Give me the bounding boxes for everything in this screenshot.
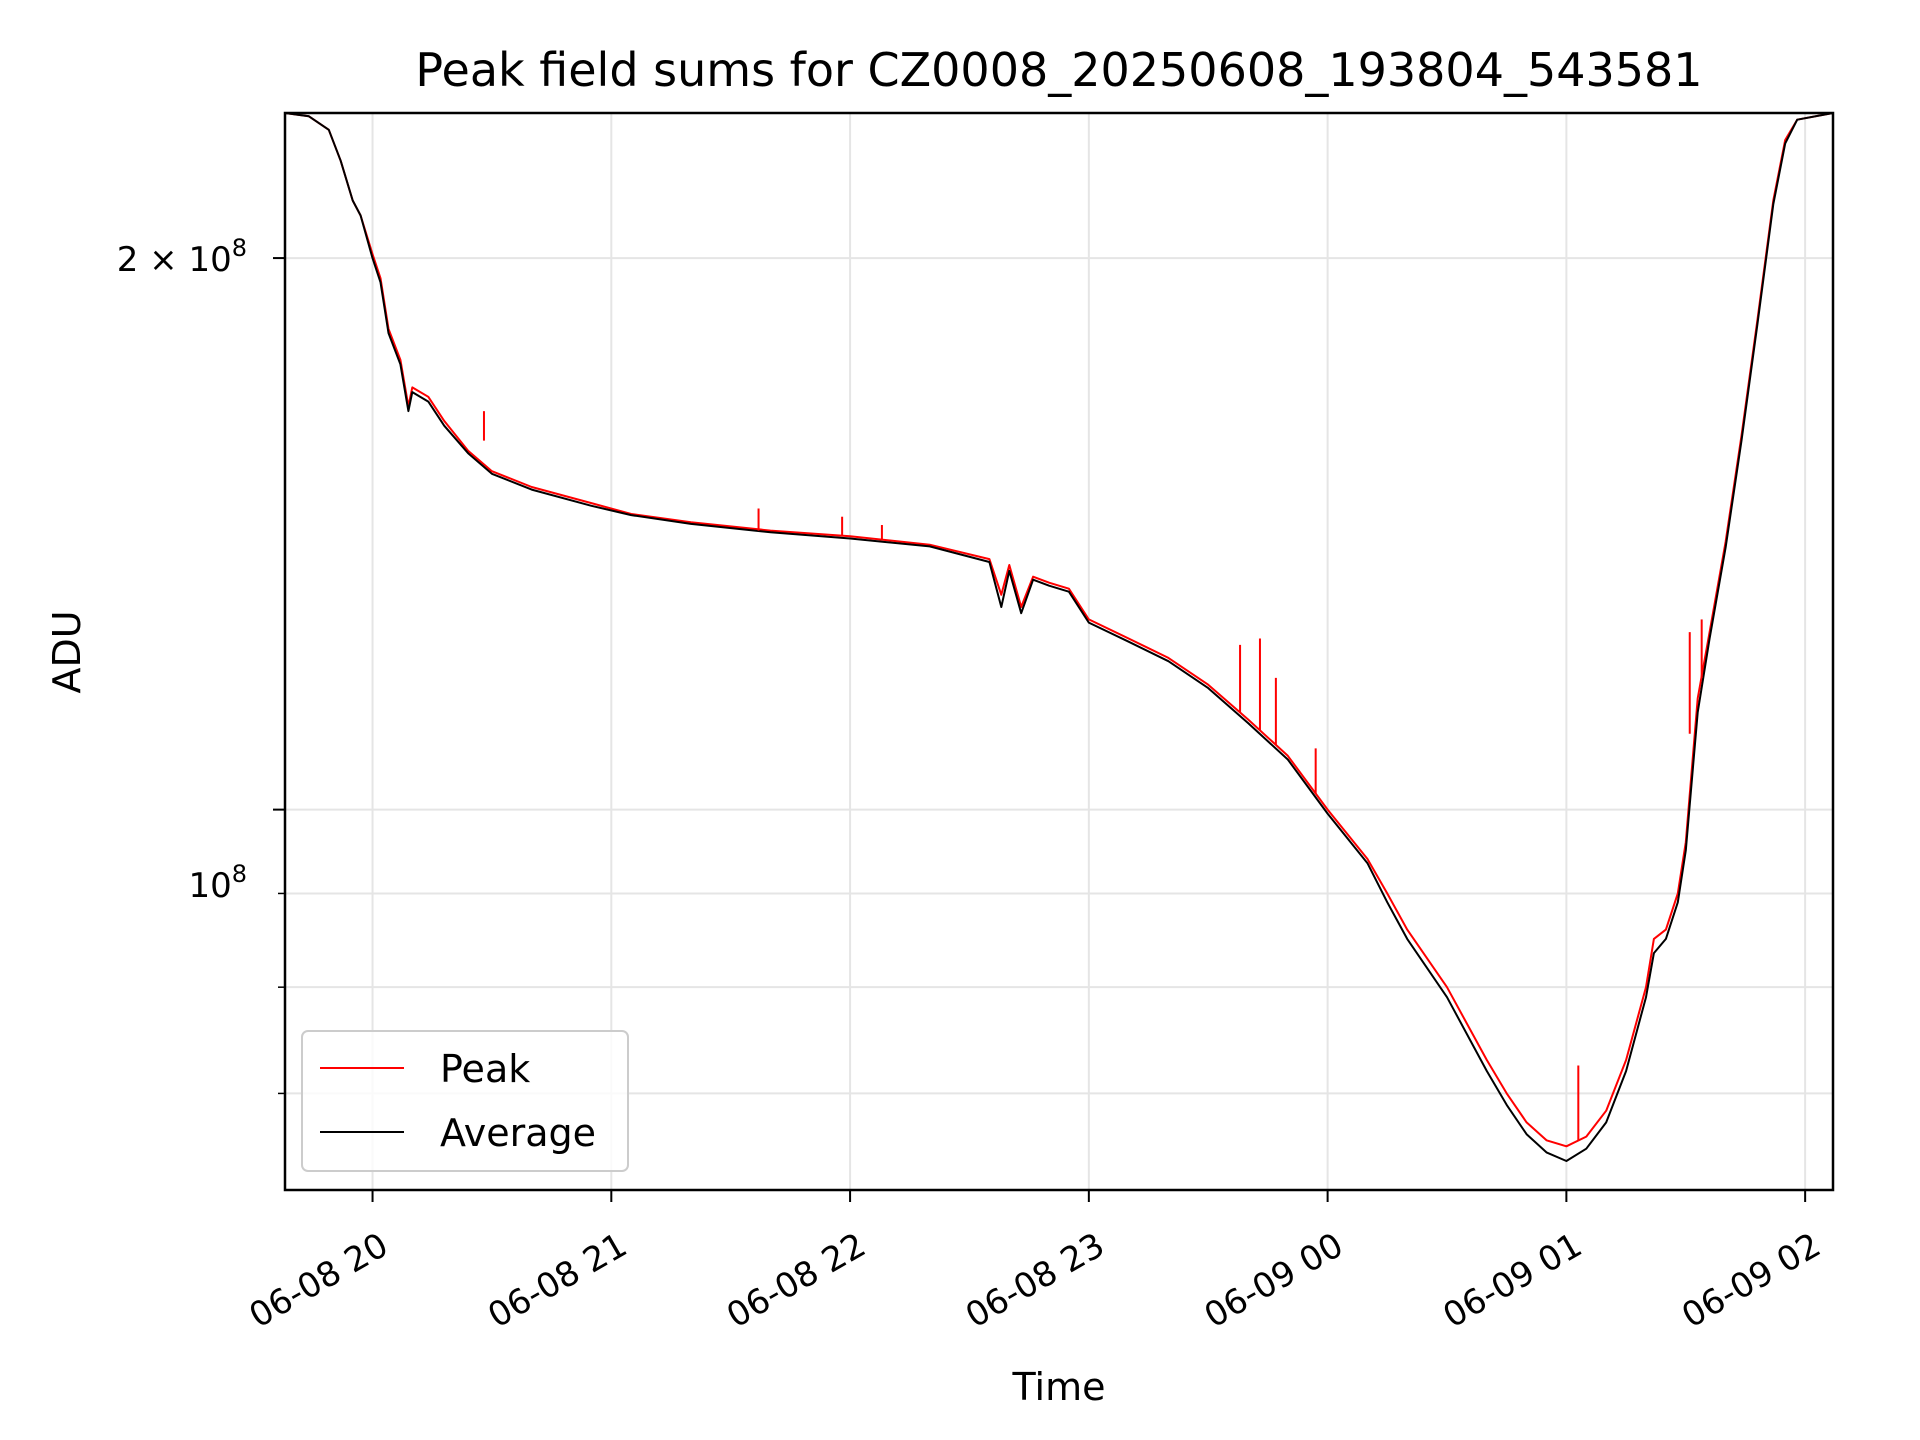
y-tick-label-1e8-base: 10 bbox=[188, 866, 231, 906]
y-tick-label-2e8-exponent: 8 bbox=[232, 234, 247, 262]
x-axis-label: Time bbox=[1012, 1365, 1106, 1409]
y-tick-label-2e8: 2 × 108 bbox=[117, 234, 247, 280]
y-axis-label: ADU bbox=[45, 610, 89, 693]
chart-title: Peak field sums for CZ0008_20250608_1938… bbox=[415, 43, 1702, 97]
legend: Peak Average bbox=[301, 1030, 629, 1172]
svg-text:108: 108 bbox=[188, 860, 247, 906]
legend-label-peak: Peak bbox=[440, 1047, 530, 1091]
legend-box bbox=[301, 1030, 629, 1172]
y-tick-label-2e8-base: 2 × 10 bbox=[117, 240, 232, 280]
legend-label-average: Average bbox=[440, 1111, 596, 1155]
plot-frame bbox=[283, 111, 1835, 1192]
y-tick-label-1e8-exponent: 8 bbox=[232, 860, 247, 888]
y-tick-label-1e8: 108 bbox=[188, 860, 247, 906]
series-layer bbox=[284, 112, 1834, 1162]
svg-text:2 × 108: 2 × 108 bbox=[117, 234, 247, 280]
average-line bbox=[284, 112, 1834, 1162]
